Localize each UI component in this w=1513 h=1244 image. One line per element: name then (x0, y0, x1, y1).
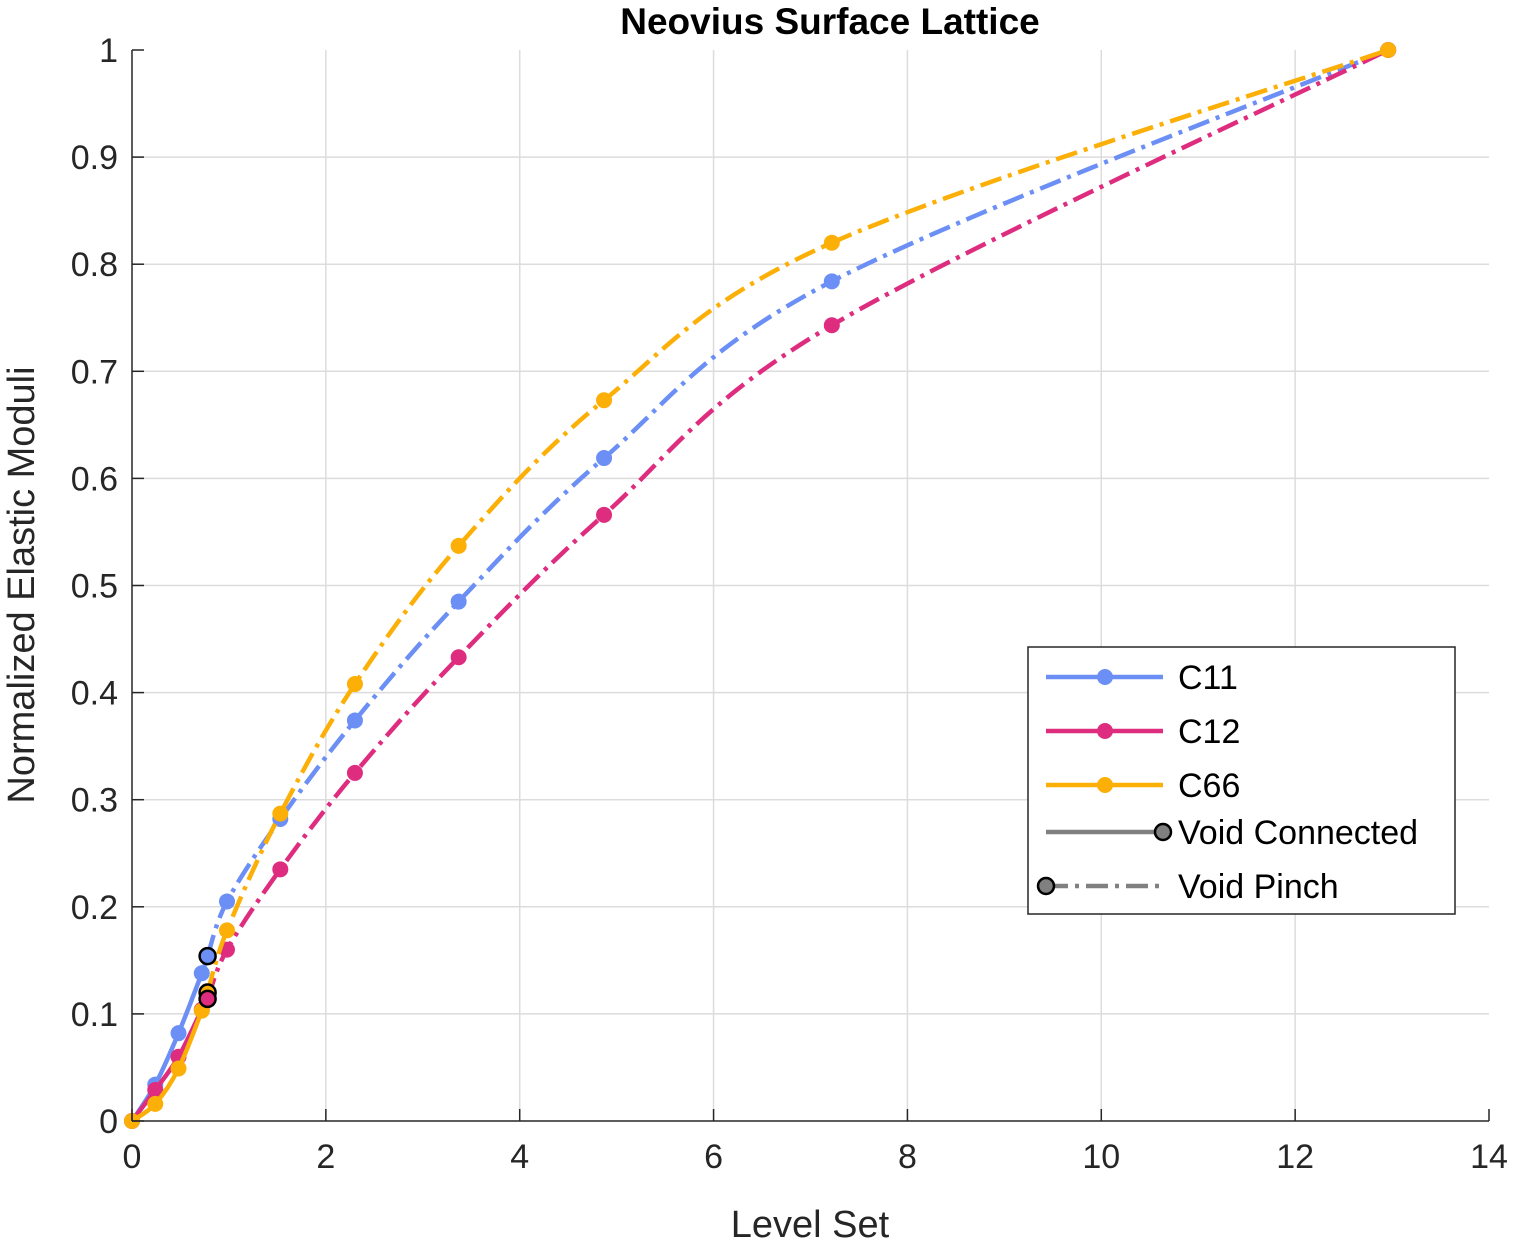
data-point-c66 (272, 805, 289, 822)
legend-marker (1097, 723, 1113, 739)
data-point-c11 (170, 1025, 187, 1042)
legend-marker (1097, 669, 1113, 685)
legend-item-c11: C11 (1046, 659, 1238, 697)
x-tick-label: 12 (1276, 1138, 1314, 1176)
data-point-c66 (450, 537, 467, 554)
data-point-c66 (823, 234, 840, 251)
data-point-c11 (218, 893, 235, 910)
y-axis-title: Normalized Elastic Moduli (1, 366, 43, 803)
data-point-c12 (596, 506, 613, 523)
y-tick-label: 0.4 (71, 675, 118, 713)
axes: 0 2 4 6 8 10 12 14 0 0.1 0.2 0.3 0.4 0.5 0.6 0.7 0.8 0.9 1 (71, 32, 1508, 1176)
legend-label: C11 (1178, 659, 1238, 697)
legend-item-c12: C12 (1046, 713, 1240, 751)
x-axis-title: Level Set (731, 1204, 890, 1244)
data-point-c12 (450, 649, 467, 666)
data-point-c11 (596, 450, 613, 467)
legend-label: Void Pinch (1178, 868, 1339, 906)
x-tick-label: 4 (510, 1138, 529, 1176)
data-point-c11 (193, 965, 210, 982)
x-tick-label: 6 (704, 1138, 723, 1176)
y-tick-label: 0.2 (71, 889, 118, 927)
data-point-c66 (1380, 42, 1397, 58)
y-tick-label: 0.5 (71, 568, 118, 606)
data-point-c12 (346, 764, 363, 781)
data-point-c66 (147, 1095, 164, 1112)
data-point-c11 (450, 593, 467, 610)
legend-label: Void Connected (1178, 814, 1418, 852)
chart-title: Neovius Surface Lattice (620, 1, 1039, 42)
legend-label: C66 (1178, 767, 1240, 805)
y-tick-label: 0.3 (71, 782, 118, 820)
x-tick-label: 14 (1470, 1138, 1508, 1176)
x-tick-label: 10 (1082, 1138, 1120, 1176)
data-point-c12 (823, 317, 840, 334)
data-point-c66 (596, 392, 613, 409)
series-layer (124, 42, 1397, 1129)
legend-item-void-pinch: Void Pinch (1036, 868, 1339, 906)
legend-item-c66: C66 (1046, 767, 1240, 805)
y-tick-label: 0.7 (71, 353, 118, 391)
x-tick-label: 2 (316, 1138, 335, 1176)
legend-label: C12 (1178, 713, 1240, 751)
x-tick-label: 8 (898, 1138, 917, 1176)
legend-marker (1097, 777, 1113, 793)
legend-item-void-connected: Void Connected (1046, 814, 1418, 852)
transition-point-c11 (198, 946, 217, 966)
data-point-c11 (823, 273, 840, 290)
legend-marker (1153, 822, 1173, 842)
y-tick-label: 0.6 (71, 460, 118, 498)
legend-marker (1036, 876, 1056, 896)
data-point-c11 (346, 712, 363, 729)
y-tick-label: 0.8 (71, 246, 118, 284)
series-line-pinch-c12 (205, 47, 1390, 1000)
legend: C11 C12 C66 Void Connected Void Pinch (1027, 646, 1456, 915)
series-line-pinch-c66 (205, 47, 1389, 994)
y-tick-label: 0.9 (71, 139, 118, 177)
y-tick-label: 0 (99, 1103, 118, 1141)
data-point-c12 (147, 1081, 164, 1098)
data-point-c66 (218, 922, 235, 939)
data-point-c12 (272, 861, 289, 878)
data-point-c66 (170, 1060, 187, 1077)
y-tick-label: 0.1 (71, 996, 118, 1034)
data-point-c66 (346, 676, 363, 693)
y-tick-label: 1 (99, 32, 118, 70)
x-tick-label: 0 (123, 1138, 142, 1176)
transition-point-c12 (198, 989, 217, 1009)
